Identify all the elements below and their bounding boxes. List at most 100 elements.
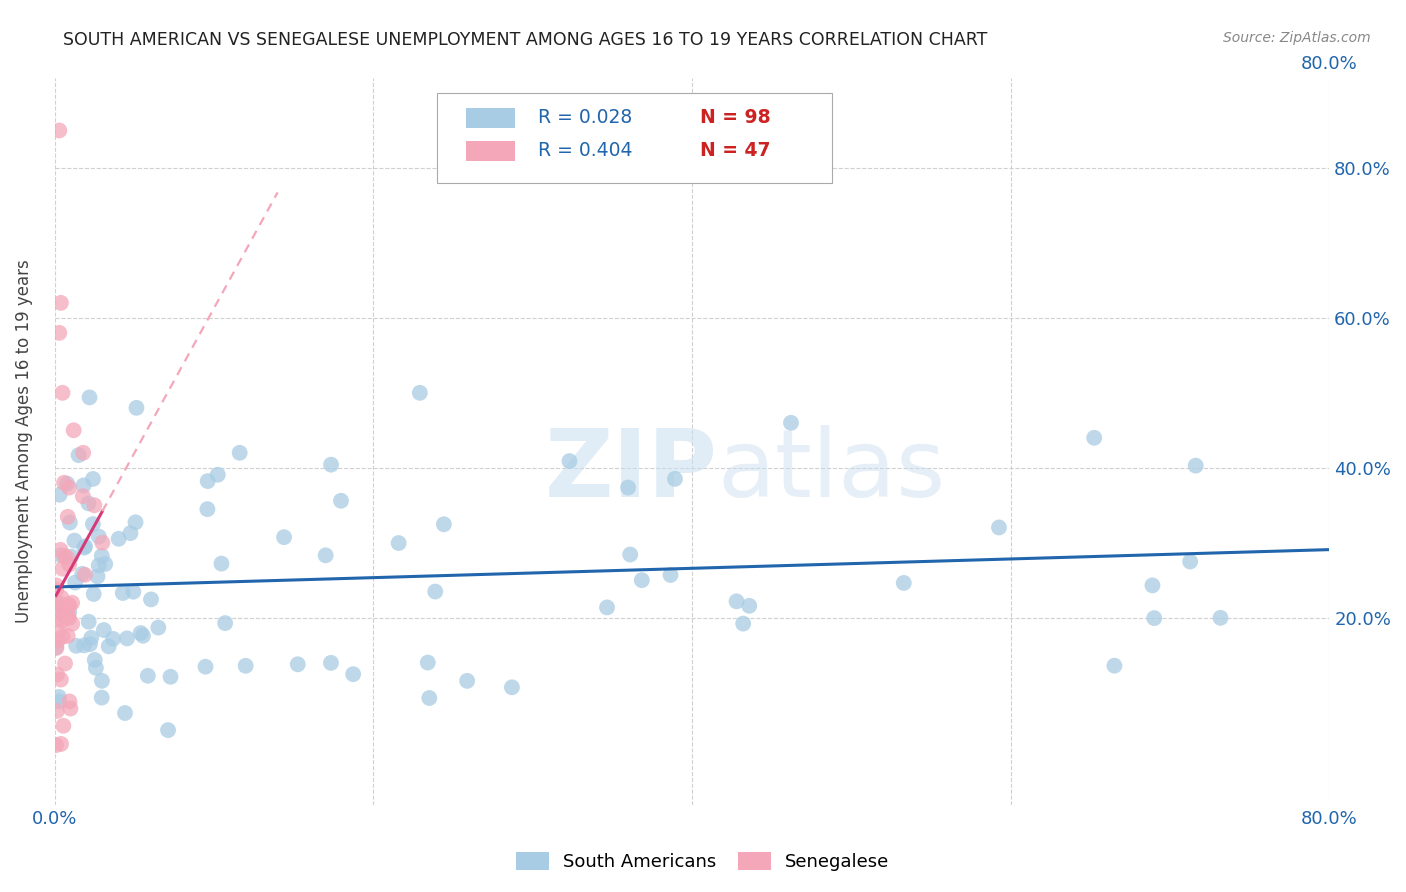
Point (235, 658, 257, 673)
Point (388, 536, 411, 550)
Point (207, 467, 229, 482)
FancyBboxPatch shape (467, 141, 515, 161)
Point (87, 530, 110, 544)
Point (107, 532, 129, 546)
Point (73, 639, 96, 653)
Point (51, 611, 73, 625)
Point (214, 616, 236, 631)
Point (93, 623, 115, 637)
Point (72, 489, 94, 503)
Point (1083, 431, 1105, 445)
Point (56, 550, 79, 565)
Point (330, 493, 353, 508)
Point (77, 496, 100, 510)
Point (49, 737, 72, 751)
Point (67, 448, 90, 462)
Point (45, 640, 67, 655)
Point (90, 673, 112, 688)
Point (159, 670, 181, 684)
Point (51, 591, 73, 605)
Point (136, 669, 159, 683)
Point (90, 549, 112, 563)
Point (433, 517, 456, 532)
Point (59, 701, 82, 715)
Point (418, 691, 440, 706)
Text: N = 47: N = 47 (700, 141, 770, 161)
Point (194, 659, 217, 673)
Point (287, 657, 309, 672)
Point (49, 548, 72, 562)
Point (84, 661, 107, 675)
Point (1209, 611, 1232, 625)
Point (79, 637, 101, 651)
Point (83, 498, 105, 512)
Point (1178, 555, 1201, 569)
Text: ZIP: ZIP (544, 425, 717, 516)
Point (58, 605, 80, 619)
Point (58, 558, 80, 572)
Point (48, 690, 70, 704)
Point (45, 578, 67, 592)
Point (49, 296, 72, 310)
Point (60, 596, 83, 610)
Point (617, 481, 640, 495)
Point (988, 520, 1011, 534)
Point (148, 621, 170, 635)
Point (97, 640, 120, 654)
Point (115, 632, 138, 646)
Point (416, 656, 439, 670)
Point (51, 562, 73, 576)
Point (72, 446, 94, 460)
Point (51, 614, 73, 628)
Point (53, 657, 76, 671)
Point (48, 123, 70, 137)
Point (319, 656, 342, 670)
Point (409, 385, 432, 400)
Point (132, 629, 155, 643)
Point (73, 541, 96, 555)
Point (58, 481, 80, 495)
Point (659, 568, 682, 582)
Point (56, 629, 79, 643)
Point (45, 738, 67, 752)
Point (425, 584, 447, 599)
Point (83, 653, 105, 667)
Point (157, 723, 180, 738)
Point (129, 626, 152, 640)
Point (53, 549, 76, 563)
Point (75, 539, 97, 553)
Legend: South Americans, Senegalese: South Americans, Senegalese (509, 845, 897, 879)
Point (45, 597, 67, 611)
Point (125, 401, 148, 415)
Point (124, 516, 146, 530)
Point (725, 594, 748, 608)
Point (273, 530, 295, 544)
Point (46, 667, 69, 681)
Point (72, 478, 94, 492)
Point (1143, 611, 1166, 625)
Point (53, 601, 76, 615)
Point (893, 576, 915, 591)
Point (319, 458, 342, 472)
Text: Source: ZipAtlas.com: Source: ZipAtlas.com (1223, 31, 1371, 45)
Point (77, 615, 100, 629)
Point (780, 416, 803, 430)
Point (733, 616, 755, 631)
Point (139, 592, 162, 607)
Text: N = 98: N = 98 (700, 109, 770, 128)
Point (45, 704, 67, 718)
Point (60, 616, 83, 631)
Point (49, 542, 72, 557)
Point (1142, 578, 1164, 592)
Point (87, 558, 110, 573)
Point (56, 509, 79, 524)
Point (48, 694, 70, 708)
FancyBboxPatch shape (467, 108, 515, 128)
Point (56, 608, 79, 623)
Point (45, 640, 67, 655)
Point (83, 587, 105, 601)
Point (197, 502, 219, 516)
Text: atlas: atlas (717, 425, 946, 516)
Point (49, 673, 72, 687)
Point (51, 385, 73, 400)
